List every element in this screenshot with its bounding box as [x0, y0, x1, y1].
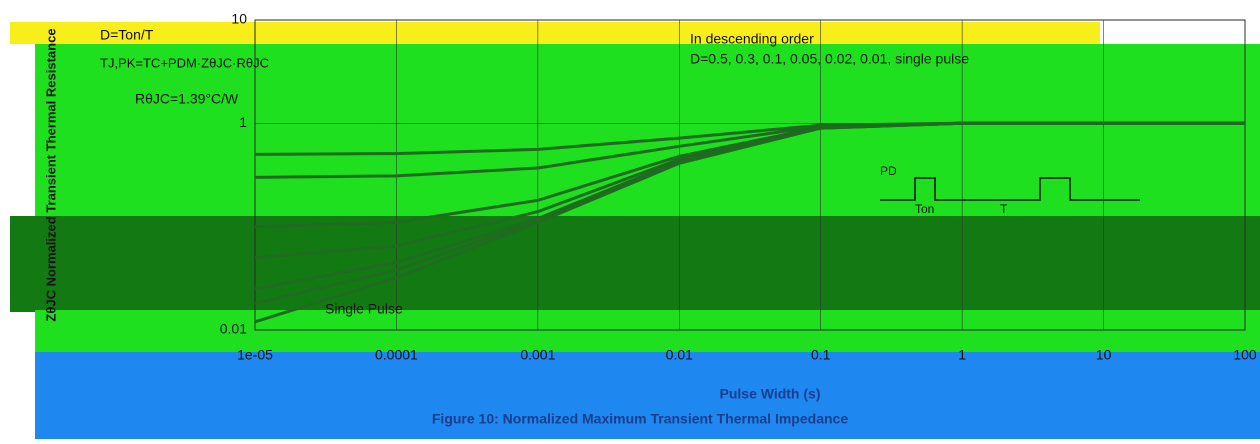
annotation: PD — [880, 164, 897, 178]
annotation: Single Pulse — [325, 301, 403, 317]
x-tick-label: 10 — [1096, 347, 1112, 363]
annotation: RθJC=1.39°C/W — [135, 91, 239, 107]
x-tick-label: 1e-05 — [237, 347, 273, 363]
x-axis-label: Pulse Width (s) — [720, 386, 821, 402]
annotation: In descending order — [690, 31, 814, 47]
y-tick-label: 1 — [239, 114, 247, 130]
x-tick-label: 0.0001 — [375, 347, 418, 363]
x-tick-label: 0.1 — [811, 347, 831, 363]
chart: 1e-05 0.0001 0.001 0.01 0.1 1 10 100 0.01 1 10 D=T… — [0, 0, 1260, 439]
chart-title: Figure 10: Normalized Maximum Transient … — [432, 411, 848, 427]
annotation: Ton — [915, 202, 934, 216]
band-green-lower — [35, 310, 1260, 352]
y-axis-label: ZθJC Normalized Transient Thermal Resist… — [43, 28, 58, 321]
annotation: TJ,PK=TC+PDM·ZθJC·RθJC — [100, 55, 269, 70]
band-dark-green — [10, 216, 1260, 312]
x-tick-label: 0.001 — [520, 347, 555, 363]
annotation: D=0.5, 0.3, 0.1, 0.05, 0.02, 0.01, singl… — [690, 51, 969, 67]
y-tick-label: 10 — [231, 11, 247, 27]
x-tick-label: 0.01 — [666, 347, 693, 363]
band-yellow — [10, 22, 1100, 44]
x-tick-label: 100 — [1233, 347, 1257, 363]
annotation: D=Ton/T — [100, 27, 154, 43]
x-tick-label: 1 — [958, 347, 966, 363]
y-tick-label: 0.01 — [220, 321, 247, 337]
annotation: T — [1000, 202, 1008, 216]
